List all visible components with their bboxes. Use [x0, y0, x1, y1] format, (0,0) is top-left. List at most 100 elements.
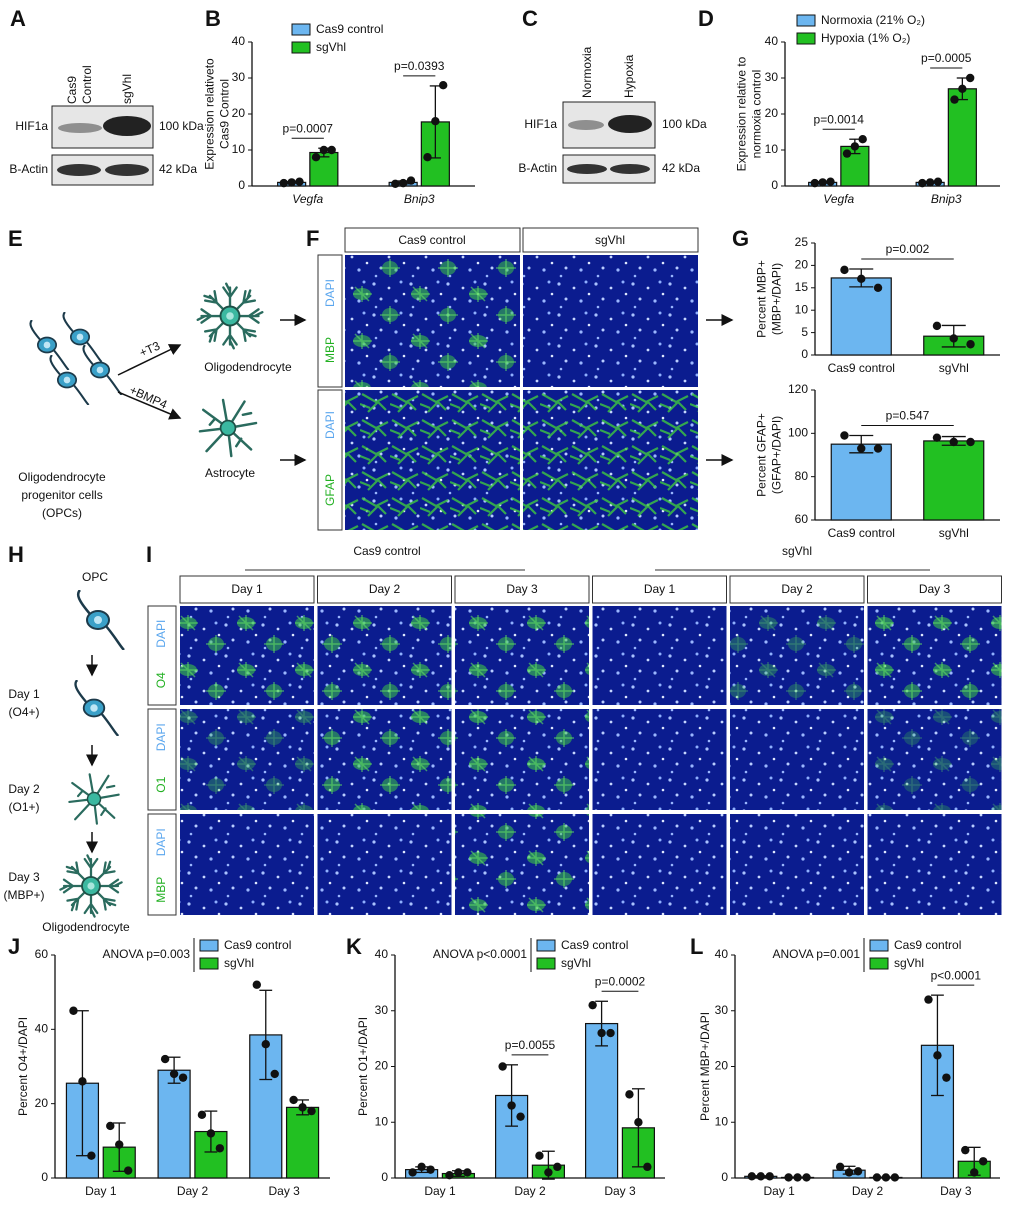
- y-tick-label: 20: [232, 106, 246, 120]
- p-value: p=0.0014: [814, 112, 865, 126]
- p-value: p<0.0001: [931, 968, 982, 982]
- data-point: [924, 995, 933, 1004]
- data-point: [949, 437, 958, 447]
- row-header: [317, 254, 343, 388]
- column-label: sgVhl: [595, 233, 625, 247]
- y-tick-label: 40: [35, 1022, 49, 1036]
- error-bar: [505, 1064, 518, 1127]
- column-header: [317, 575, 452, 604]
- data-point: [123, 1166, 133, 1175]
- y-axis-label: Percent O4+/DAPI: [16, 1017, 30, 1116]
- p-value: p=0.0005: [921, 51, 972, 65]
- size-label: 42 kDa: [662, 161, 700, 175]
- y-tick-label: 0: [771, 178, 778, 192]
- lane-label: Control: [80, 65, 94, 104]
- data-point: [398, 178, 408, 188]
- data-point: [106, 1121, 115, 1131]
- anova-label: ANOVA p=0.001: [772, 947, 860, 961]
- x-tick-label: Cas9 control: [828, 361, 895, 375]
- lane-label: Cas9: [65, 76, 79, 104]
- data-point: [327, 145, 336, 155]
- y-tick-label: 30: [375, 1003, 389, 1017]
- data-point: [169, 1069, 179, 1079]
- y-axis-label: Percent GFAP+: [755, 413, 769, 497]
- x-tick-label: Day 2: [514, 1184, 546, 1198]
- data-point: [319, 145, 329, 155]
- data-point: [408, 1168, 417, 1177]
- data-point: [295, 177, 304, 186]
- data-point: [844, 1168, 854, 1177]
- column-label: Day 2: [781, 582, 813, 596]
- data-point: [178, 1073, 188, 1082]
- y-axis-label: Percent MBP+: [755, 260, 769, 338]
- data-point: [840, 265, 849, 275]
- row-header: [147, 813, 177, 916]
- legend-swatch: [796, 32, 816, 45]
- column-label: Day 3: [919, 582, 951, 596]
- y-axis-label: (MBP+/DAPI): [770, 263, 784, 335]
- y-tick-label: 80: [795, 469, 809, 483]
- micrograph-signal: [455, 814, 589, 915]
- data-point: [643, 1162, 652, 1172]
- column-header: [344, 227, 521, 253]
- y-axis-label: Cas9 Control: [218, 79, 232, 149]
- micrograph-signal: [317, 709, 452, 810]
- lane-label: sgVhl: [120, 74, 134, 104]
- y-axis-label: normoxia control: [750, 70, 764, 159]
- data-point: [270, 1069, 279, 1079]
- x-tick-label: Bnip3: [404, 192, 435, 206]
- x-tick-label: Day 1: [85, 1184, 117, 1198]
- stage-label: (MBP+): [3, 888, 44, 902]
- x-tick-label: Day 2: [852, 1184, 884, 1198]
- arrow: [117, 344, 182, 376]
- stain-label: MBP: [323, 337, 337, 363]
- data-point: [970, 1168, 979, 1177]
- column-label: Day 1: [644, 582, 676, 596]
- stain-label: O4: [154, 672, 168, 688]
- legend-swatch: [291, 41, 311, 54]
- column-header: [179, 575, 315, 604]
- micrograph-signal: [345, 255, 520, 387]
- opc-cell: [76, 590, 126, 650]
- row-label: B-Actin: [518, 161, 557, 175]
- data-point: [850, 142, 860, 151]
- bar: [830, 277, 892, 356]
- data-point: [406, 176, 416, 185]
- p-value: p=0.0055: [505, 1038, 556, 1052]
- y-tick-label: 10: [232, 142, 246, 156]
- y-tick-label: 120: [788, 382, 808, 396]
- panel-letter: F: [306, 226, 319, 251]
- stain-label: O1: [154, 776, 168, 792]
- data-point: [606, 1028, 615, 1038]
- data-point: [417, 1162, 426, 1172]
- data-point: [857, 444, 866, 453]
- legend-swatch: [869, 939, 889, 952]
- micrograph: [730, 709, 864, 810]
- data-point: [261, 1040, 270, 1049]
- x-tick-label: sgVhl: [939, 361, 969, 375]
- y-axis-label: Percent O1+/DAPI: [356, 1017, 370, 1116]
- micrograph-signal: [867, 606, 1002, 705]
- bar: [285, 1106, 320, 1179]
- y-tick-label: 40: [232, 34, 246, 48]
- band: [567, 164, 607, 174]
- panel-letter: A: [10, 6, 26, 31]
- y-tick-label: 20: [795, 258, 809, 272]
- y-tick-label: 40: [765, 34, 779, 48]
- panel-letter: L: [690, 934, 703, 959]
- data-point: [438, 81, 448, 90]
- data-point: [873, 283, 883, 292]
- micrograph-signal: [523, 390, 698, 530]
- column-header: [729, 575, 865, 604]
- micrograph-signal: [180, 606, 314, 705]
- panel-letter: C: [522, 6, 538, 31]
- band: [608, 115, 652, 133]
- legend-label: sgVhl: [894, 956, 924, 970]
- x-tick-label: Cas9 control: [828, 526, 895, 540]
- y-tick-label: 10: [795, 302, 809, 316]
- lane-label: Hypoxia: [622, 54, 636, 98]
- arrow: [117, 391, 182, 420]
- x-tick-label: Vegfa: [292, 192, 323, 206]
- data-point: [597, 1028, 606, 1038]
- y-tick-label: 60: [795, 512, 809, 526]
